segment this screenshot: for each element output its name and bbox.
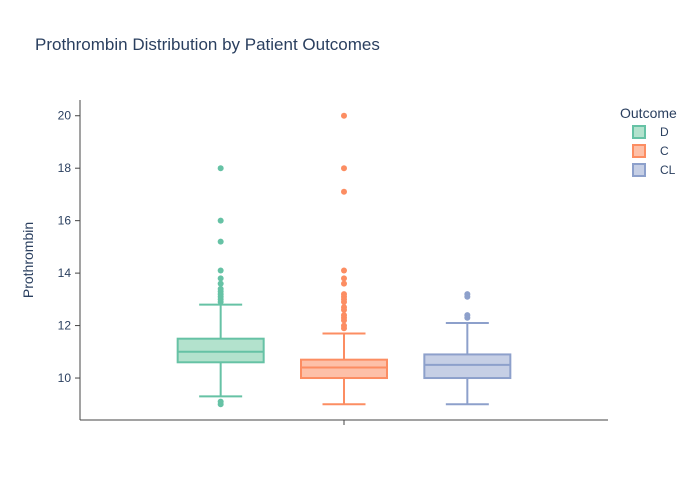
y-tick-label: 12 [58,319,72,333]
box-D [176,165,265,408]
outlier-point [341,275,347,282]
legend-item-C: C [632,144,669,158]
legend-item-D: D [632,125,669,139]
outlier-point [217,401,224,408]
outlier-point [217,165,224,172]
outlier-point [341,267,347,274]
box-iqr [423,353,512,380]
outlier-point [341,165,347,172]
box-C [300,112,388,406]
box-iqr [176,337,265,364]
legend-label: CL [660,163,676,177]
outlier-point [464,314,471,321]
chart-title: Prothrombin Distribution by Patient Outc… [35,35,380,54]
outlier-point [217,238,224,245]
outlier-point [217,217,224,224]
plot-area: 10 12 14 16 18 20 [58,100,608,425]
y-tick-label: 18 [58,161,72,175]
box-iqr [300,358,388,380]
outlier-point [217,280,224,287]
legend-label: D [660,125,669,139]
legend-swatch [632,144,646,158]
outlier-point [341,188,347,195]
legend-swatch [632,163,646,177]
outlier-point [464,293,471,300]
y-tick-label: 14 [58,266,72,280]
y-tick-label: 20 [58,109,72,123]
outlier-point [217,267,224,274]
y-tick-label: 10 [58,371,72,385]
outlier-point [341,325,347,332]
outlier-point [217,298,224,305]
y-axis-title: Prothrombin [20,222,36,298]
outlier-point [217,275,224,282]
legend: Outcome DC CL [620,105,677,177]
legend-swatch [632,125,646,139]
outlier-point [341,317,347,324]
outlier-point [341,298,347,305]
legend-item-CL: CL [632,163,676,177]
outlier-point [341,280,347,287]
box-CL [423,291,512,406]
outlier-point [341,306,347,313]
legend-title: Outcome [620,105,677,121]
legend-label: C [660,144,669,158]
y-tick-label: 16 [58,214,72,228]
outlier-point [341,112,347,119]
